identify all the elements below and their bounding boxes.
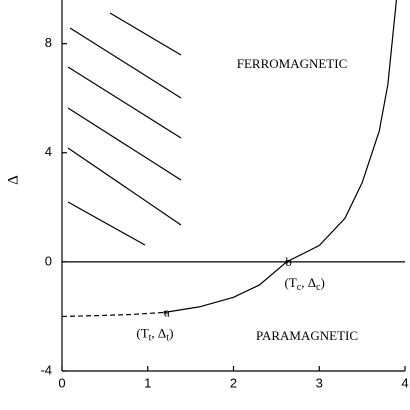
y-tick-label: 8 <box>45 35 52 50</box>
subscript: t <box>166 333 169 344</box>
hatch-line <box>67 107 182 181</box>
subscript: c <box>297 282 302 293</box>
x-tick-label: 0 <box>58 375 65 390</box>
critical-point <box>163 310 167 314</box>
hatch-line <box>69 27 182 99</box>
point-label: a <box>164 304 170 319</box>
critical-point <box>285 260 289 264</box>
hatch-line <box>67 66 182 139</box>
y-axis-label: Δ <box>5 175 21 185</box>
coord-text: , Δ <box>301 275 316 290</box>
curve <box>164 0 398 313</box>
hatch-line <box>109 12 182 56</box>
hatching <box>67 12 182 246</box>
subscript: c <box>316 282 321 293</box>
x-tick-label: 1 <box>144 375 151 390</box>
point-label: b <box>285 254 292 269</box>
coord-text: ) <box>321 275 325 290</box>
point-coords: (Tt, Δt) <box>136 325 173 343</box>
y-tick-label: 4 <box>45 144 52 159</box>
x-tick-label: 4 <box>401 375 408 390</box>
coord-text: (T <box>284 275 296 290</box>
curve <box>61 311 165 318</box>
region-label: FERROMAGNETIC <box>237 56 348 71</box>
coord-text: (T <box>136 325 148 340</box>
y-tick-label: 0 <box>45 253 52 268</box>
x-tick-label: 3 <box>316 375 323 390</box>
subscript: t <box>149 333 152 344</box>
hatch-line <box>67 147 182 226</box>
coord-text: ) <box>169 325 173 340</box>
region-label: PARAMAGNETIC <box>256 328 358 343</box>
point-coords: (Tc, Δc) <box>284 275 324 293</box>
x-tick-label: 2 <box>230 375 237 390</box>
hatch-line <box>67 201 146 246</box>
y-tick-label: -4 <box>40 362 52 377</box>
coord-text: , Δ <box>151 325 166 340</box>
